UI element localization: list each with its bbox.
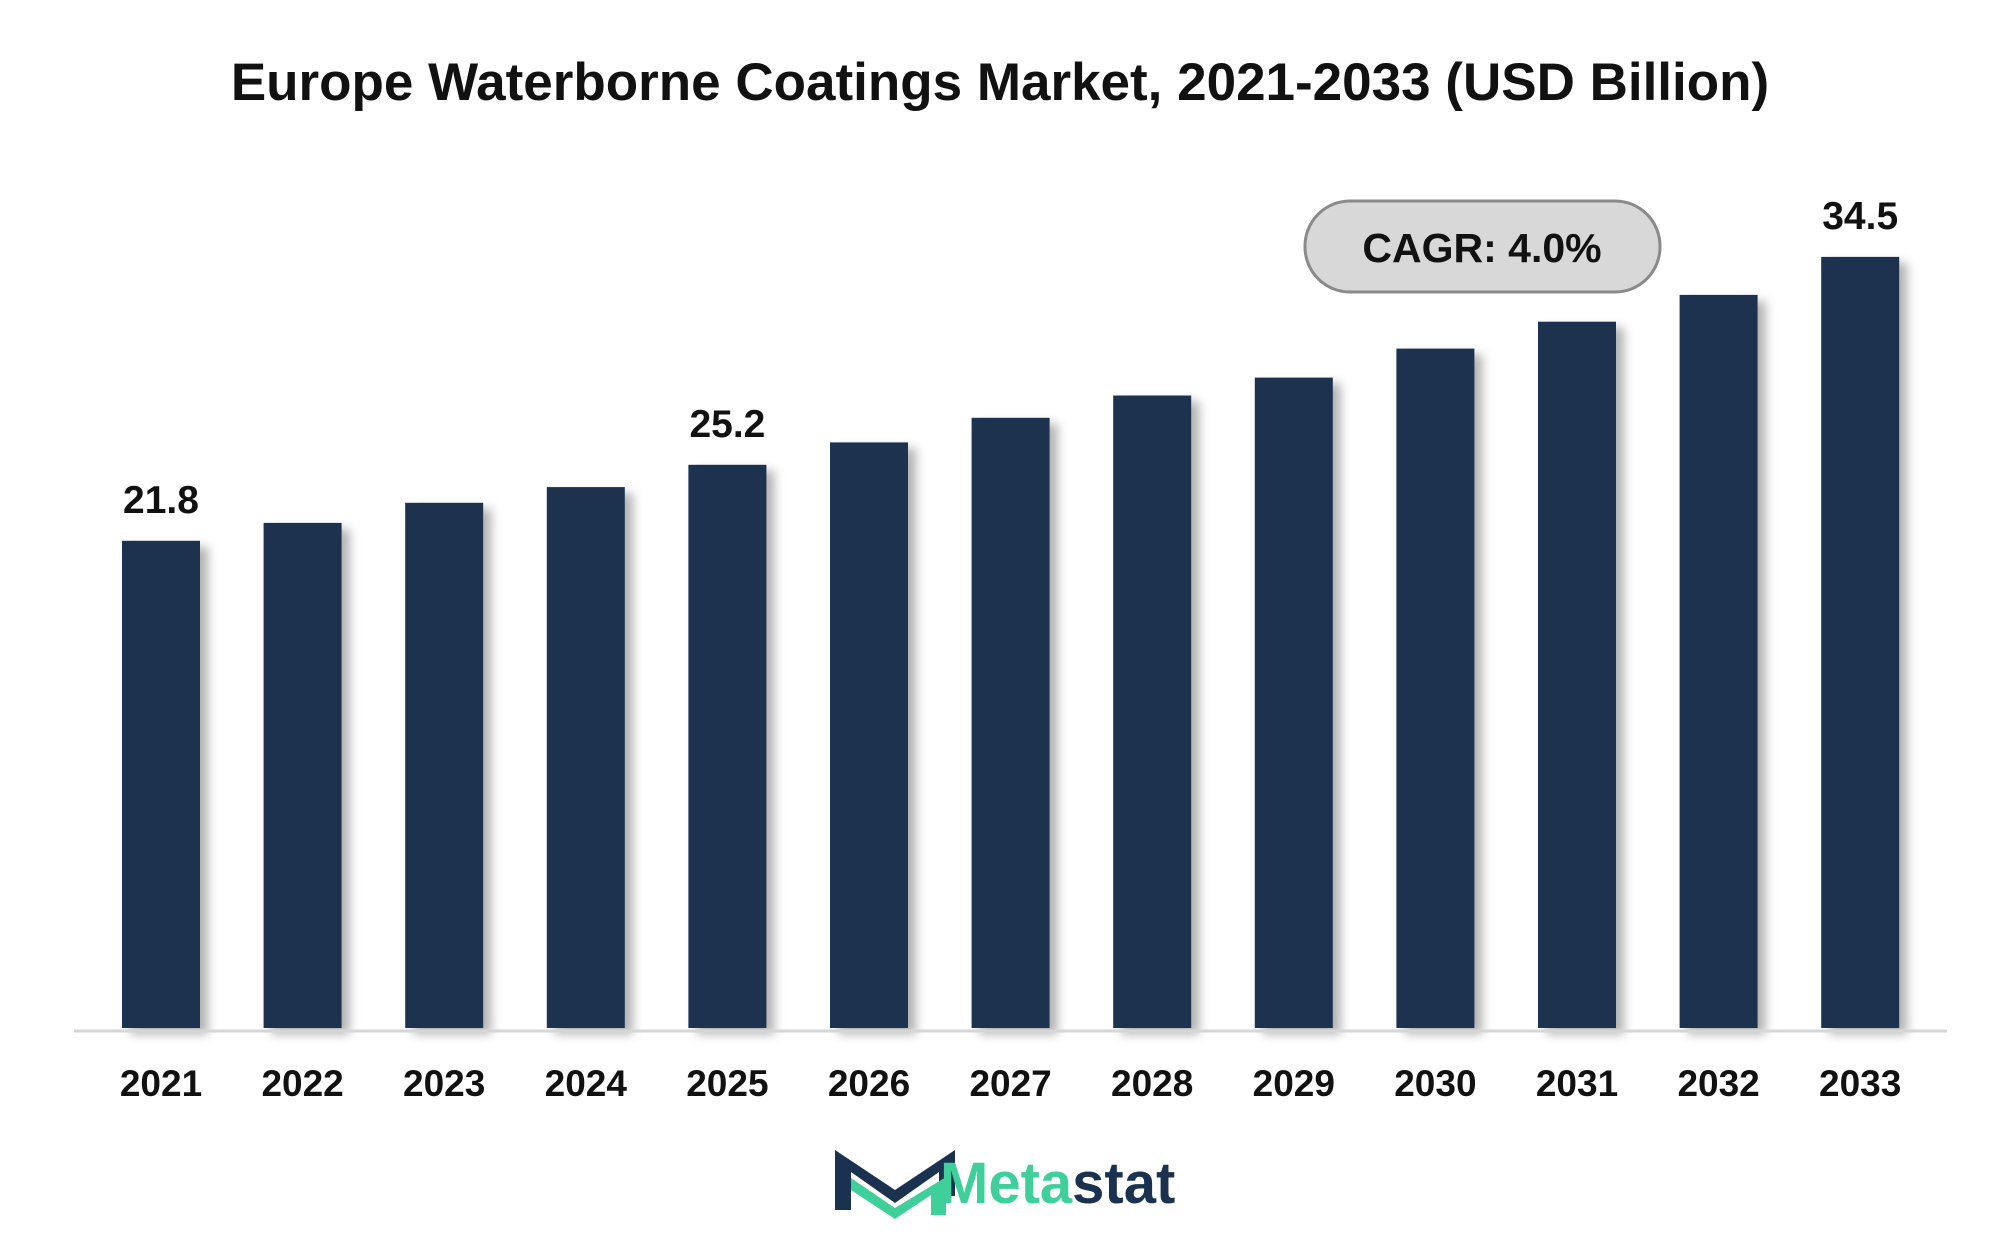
bar-2033	[1821, 256, 1900, 1028]
bar-2027	[971, 417, 1050, 1028]
bar-2029	[1254, 377, 1333, 1029]
value-labels: 21.8 25.2 34.5	[123, 195, 1898, 522]
x-tick-label-2024: 2024	[545, 1063, 628, 1104]
bars-group	[122, 256, 1900, 1029]
x-tick-label-2032: 2032	[1677, 1063, 1759, 1104]
value-label-2025: 25.2	[689, 403, 765, 446]
bar-2030	[1396, 348, 1475, 1029]
x-tick-label-2033: 2033	[1819, 1063, 1901, 1104]
bar-2022	[263, 522, 342, 1028]
value-label-2033: 34.5	[1822, 195, 1898, 238]
metastat-logo: Metastat	[835, 1150, 1175, 1219]
logo-text-stat: stat	[1072, 1151, 1175, 1216]
bar-2025	[688, 464, 767, 1028]
bar-2028	[1113, 395, 1192, 1028]
value-label-2021: 21.8	[123, 479, 199, 522]
bar-2023	[405, 502, 484, 1028]
x-tick-labels: 2021 2022 2023 2024 2025 2026 2027 2028 2029 2030…	[120, 1063, 1902, 1104]
x-tick-label-2022: 2022	[261, 1063, 343, 1104]
x-tick-label-2021: 2021	[120, 1063, 202, 1104]
chart-title: Europe Waterborne Coatings Market, 2021-…	[230, 53, 1770, 112]
x-tick-label-2025: 2025	[686, 1063, 768, 1104]
x-tick-label-2027: 2027	[969, 1063, 1051, 1104]
svg-text:Metastat: Metastat	[940, 1151, 1175, 1216]
x-tick-label-2028: 2028	[1111, 1063, 1193, 1104]
x-tick-label-2029: 2029	[1253, 1063, 1335, 1104]
logo-text-meta: Meta	[940, 1151, 1073, 1216]
x-tick-label-2026: 2026	[828, 1063, 910, 1104]
cagr-badge: CAGR: 4.0%	[1303, 199, 1662, 294]
x-tick-label-2031: 2031	[1536, 1063, 1618, 1104]
bar-2024	[546, 487, 625, 1029]
x-tick-label-2023: 2023	[403, 1063, 485, 1104]
cagr-annotation: CAGR: 4.0%	[1362, 225, 1601, 271]
bar-2026	[830, 442, 908, 1028]
bar-2021	[122, 540, 200, 1028]
x-tick-label-2030: 2030	[1394, 1063, 1476, 1104]
bar-2032	[1679, 294, 1758, 1028]
cagr-badge-background	[1303, 199, 1662, 294]
bar-2031	[1538, 321, 1616, 1028]
metastat-logo-icon	[835, 1150, 955, 1219]
